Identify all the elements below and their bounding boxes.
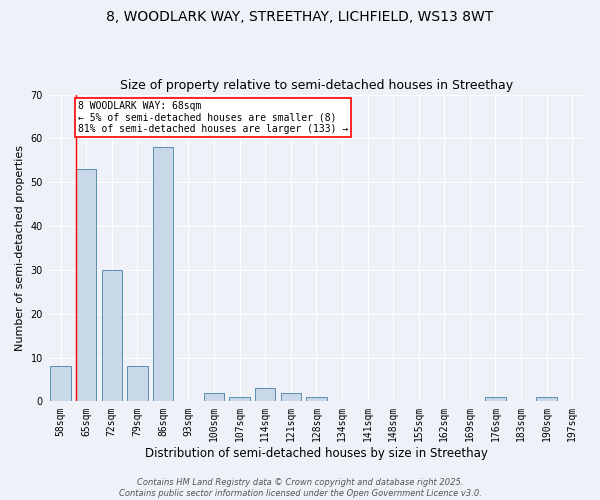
Title: Size of property relative to semi-detached houses in Streethay: Size of property relative to semi-detach…: [120, 79, 513, 92]
Bar: [306, 397, 326, 402]
Bar: [101, 270, 122, 402]
Text: 8 WOODLARK WAY: 68sqm
← 5% of semi-detached houses are smaller (8)
81% of semi-d: 8 WOODLARK WAY: 68sqm ← 5% of semi-detac…: [78, 101, 348, 134]
Bar: [152, 147, 173, 402]
X-axis label: Distribution of semi-detached houses by size in Streethay: Distribution of semi-detached houses by …: [145, 447, 488, 460]
Bar: [204, 392, 224, 402]
Bar: [255, 388, 275, 402]
Bar: [76, 169, 97, 402]
Bar: [50, 366, 71, 402]
Y-axis label: Number of semi-detached properties: Number of semi-detached properties: [15, 145, 25, 351]
Text: Contains HM Land Registry data © Crown copyright and database right 2025.
Contai: Contains HM Land Registry data © Crown c…: [119, 478, 481, 498]
Bar: [485, 397, 506, 402]
Bar: [127, 366, 148, 402]
Text: 8, WOODLARK WAY, STREETHAY, LICHFIELD, WS13 8WT: 8, WOODLARK WAY, STREETHAY, LICHFIELD, W…: [106, 10, 494, 24]
Bar: [229, 397, 250, 402]
Bar: [536, 397, 557, 402]
Bar: [281, 392, 301, 402]
